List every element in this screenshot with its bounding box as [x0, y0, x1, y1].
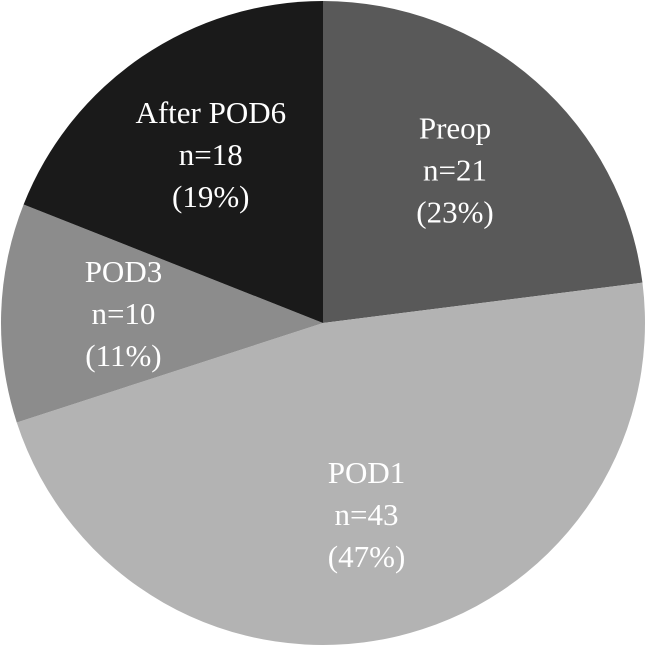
value-label: (23%) — [416, 194, 493, 229]
pie-slice — [323, 1, 643, 323]
pie-slice — [0, 204, 323, 423]
value-label: (47%) — [328, 539, 405, 574]
count-label: n=43 — [335, 497, 399, 532]
count-label: n=18 — [179, 137, 243, 172]
slice-label: After POD6 — [135, 95, 286, 130]
slice-label: Preop — [419, 110, 491, 145]
pie-slice — [16, 282, 645, 646]
value-label: (11%) — [85, 338, 161, 373]
count-label: n=21 — [423, 152, 487, 187]
value-label: (19%) — [172, 179, 249, 214]
slice-label: POD3 — [85, 254, 163, 289]
slice-label: POD1 — [328, 455, 406, 490]
pie-slice — [23, 1, 324, 323]
count-label: n=10 — [91, 296, 155, 331]
